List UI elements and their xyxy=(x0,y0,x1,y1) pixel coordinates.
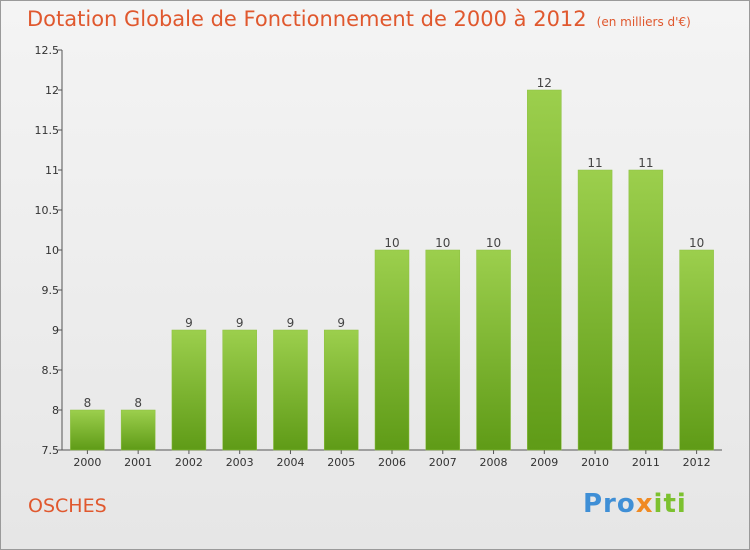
x-tick-label-2006: 2006 xyxy=(378,456,406,469)
bar-2009 xyxy=(527,89,562,451)
bar-2008 xyxy=(476,249,511,451)
bar-2004 xyxy=(273,329,308,451)
bar-2006 xyxy=(374,249,410,451)
y-tick-label: 9 xyxy=(52,324,59,337)
x-tick-label-2009: 2009 xyxy=(530,456,558,469)
bar-2001 xyxy=(120,409,156,451)
x-tick-label-2011: 2011 xyxy=(632,456,660,469)
x-tick-label-2012: 2012 xyxy=(683,456,711,469)
y-tick-label: 9.5 xyxy=(42,284,60,297)
logo-part-pro: Pro xyxy=(583,489,636,519)
y-tick-label: 7.5 xyxy=(42,444,60,457)
x-tick-label-2000: 2000 xyxy=(73,456,101,469)
value-label-2012: 10 xyxy=(689,236,704,250)
value-label-2009: 12 xyxy=(537,76,552,90)
x-tick-label-2010: 2010 xyxy=(581,456,609,469)
bar-2005 xyxy=(323,329,359,451)
chart-title: Dotation Globale de Fonctionnement de 20… xyxy=(27,7,587,31)
commune-name: OSCHES xyxy=(28,495,107,517)
value-label-2003: 9 xyxy=(236,316,244,330)
y-tick-label: 8 xyxy=(52,404,59,417)
value-label-2005: 9 xyxy=(337,316,345,330)
value-label-2011: 11 xyxy=(638,156,653,170)
chart-subtitle: (en milliers d'€) xyxy=(596,15,691,29)
x-tick-label-2002: 2002 xyxy=(175,456,203,469)
proxiti-logo: Proxiti xyxy=(583,489,687,519)
bar-2002 xyxy=(171,329,207,451)
bar-2012 xyxy=(679,249,714,451)
y-tick-label: 11.5 xyxy=(35,124,60,137)
bar-2010 xyxy=(577,169,613,451)
y-tick-label: 8.5 xyxy=(42,364,60,377)
value-label-2002: 9 xyxy=(185,316,193,330)
bar-2011 xyxy=(628,169,664,451)
bar-2000 xyxy=(70,409,105,451)
x-tick-label-2005: 2005 xyxy=(327,456,355,469)
x-tick-label-2001: 2001 xyxy=(124,456,152,469)
value-label-2010: 11 xyxy=(587,156,602,170)
value-label-2007: 10 xyxy=(435,236,450,250)
value-label-2000: 8 xyxy=(84,396,92,410)
chart-title-block: Dotation Globale de Fonctionnement de 20… xyxy=(27,7,691,31)
bar-2007 xyxy=(425,249,461,451)
x-tick-label-2003: 2003 xyxy=(226,456,254,469)
y-tick-label: 12 xyxy=(45,84,59,97)
y-tick-label: 12.5 xyxy=(35,44,60,57)
y-tick-label: 10.5 xyxy=(35,204,60,217)
x-tick-label-2008: 2008 xyxy=(480,456,508,469)
x-tick-label-2004: 2004 xyxy=(276,456,304,469)
logo-part-iti: iti xyxy=(653,489,687,519)
x-tick-label-2007: 2007 xyxy=(429,456,457,469)
logo-part-x: x xyxy=(635,489,654,519)
y-tick-label: 10 xyxy=(45,244,59,257)
y-tick-label: 11 xyxy=(45,164,59,177)
value-label-2004: 9 xyxy=(287,316,295,330)
value-label-2001: 8 xyxy=(134,396,142,410)
bar-2003 xyxy=(222,329,257,451)
value-label-2006: 10 xyxy=(384,236,399,250)
value-label-2008: 10 xyxy=(486,236,501,250)
